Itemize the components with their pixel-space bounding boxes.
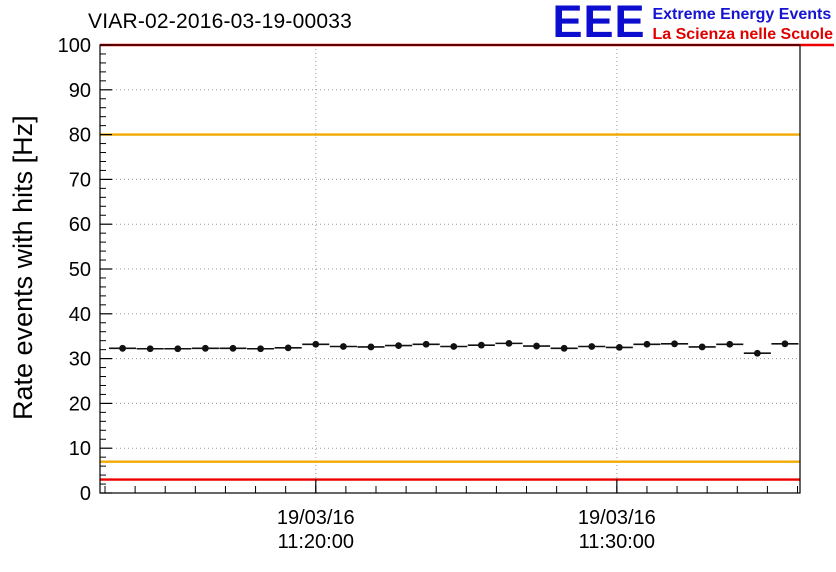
data-point [671,340,678,348]
chart-title: VIAR-02-2016-03-19-00033 [88,10,352,33]
x-tick-label-date: 19/03/16 [578,507,656,529]
data-point [339,343,347,350]
y-axis-group: 0 10 20 30 40 50 60 70 80 90 100 [58,35,112,505]
data-point [395,342,402,350]
y-tick-label: 60 [69,214,91,236]
data-point [588,343,596,350]
data-point [229,344,237,352]
y-tick-label: 40 [69,304,91,326]
data-point [781,340,789,348]
data-point [174,345,182,353]
data-point [533,342,540,350]
data-series-group [109,339,799,357]
x-tick-label-time: 11:30:00 [579,531,655,553]
eee-logo-letters: EEE [552,0,646,47]
y-tick-label: 50 [69,259,91,281]
data-point [615,344,623,351]
data-point [477,341,485,349]
gridlines-group [100,45,800,493]
data-point [257,345,264,353]
data-point [146,345,154,353]
eee-logo: EEE Extreme Energy Events La Scienza nel… [552,0,833,47]
data-point [119,344,126,352]
data-point [753,349,761,357]
eee-logo-text: Extreme Energy Events La Scienza nelle S… [652,2,833,44]
y-tick-label: 0 [80,483,91,505]
data-point [312,340,320,348]
data-point [643,340,651,348]
data-point [698,343,706,351]
logo-subtitle-english: Extreme Energy Events [652,6,832,23]
y-tick-label: 80 [69,125,91,147]
data-point [560,344,568,352]
logo-subtitle-italian: La Scienza nelle Scuole [652,26,833,43]
y-tick-label: 30 [69,349,91,371]
threshold-lines-group [100,43,834,481]
data-point [450,343,458,350]
y-tick-label: 100 [58,35,91,57]
data-point [726,340,734,348]
data-point [505,339,513,347]
y-tick-label: 20 [69,393,91,415]
y-tick-label: 10 [69,438,91,460]
y-tick-label: 90 [69,80,91,102]
data-point [422,340,430,348]
x-tick-label-date: 19/03/16 [277,507,355,529]
x-tick-label-time: 11:20:00 [278,531,354,553]
y-tick-label: 70 [69,169,91,191]
data-point [284,344,292,352]
data-point [367,343,375,351]
data-point [201,344,209,352]
